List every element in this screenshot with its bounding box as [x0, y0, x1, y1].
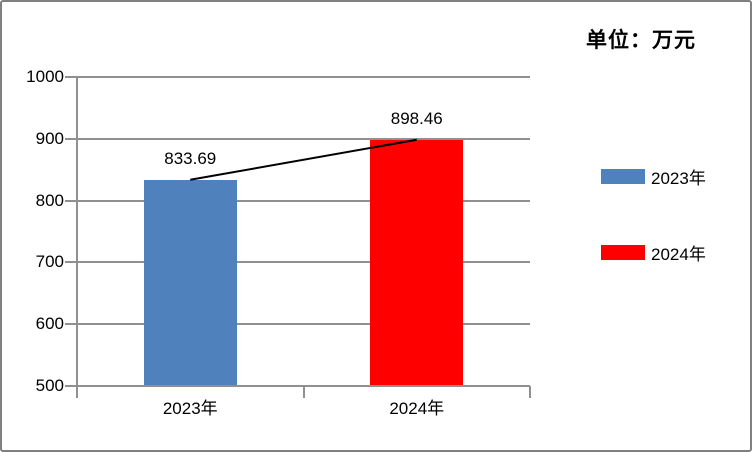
- x-axis-tick: [76, 386, 78, 398]
- y-axis-line: [76, 77, 78, 386]
- bar-2024[interactable]: [370, 139, 464, 386]
- plot-area: [76, 76, 530, 387]
- y-axis-tick: [65, 199, 77, 202]
- y-axis-tick: [65, 137, 77, 140]
- y-axis-tick: [65, 385, 77, 387]
- bar-2023[interactable]: [143, 179, 237, 386]
- legend-item-2023[interactable]: 2023年: [601, 164, 706, 189]
- y-tick-label: 500: [35, 376, 64, 395]
- x-axis-tick: [302, 386, 305, 398]
- gridline: [77, 76, 530, 78]
- y-tick-label: 800: [35, 190, 64, 210]
- legend-item-2024[interactable]: 2024年: [601, 240, 706, 265]
- x-tick-label-2024: 2024年: [389, 399, 445, 418]
- data-label-2024: 898.46: [390, 108, 443, 128]
- gridline: [77, 261, 530, 264]
- legend-swatch-2023: [601, 169, 645, 184]
- y-tick-label: 900: [35, 128, 64, 148]
- x-axis-tick: [529, 386, 531, 398]
- data-label-2023: 833.69: [164, 148, 217, 168]
- legend-label-2023: 2023年: [651, 169, 706, 188]
- legend-label-2024: 2024年: [651, 245, 706, 264]
- unit-title: 单位：万元: [586, 29, 696, 52]
- y-tick-label: 1000: [26, 67, 64, 86]
- y-tick-label: 600: [35, 314, 64, 334]
- gridline: [77, 323, 530, 326]
- x-tick-label-2023: 2023年: [162, 399, 218, 418]
- y-axis-tick: [65, 323, 77, 326]
- gridline: [77, 199, 530, 202]
- y-axis-tick: [65, 261, 77, 264]
- y-axis-tick: [65, 76, 77, 78]
- y-tick-label: 700: [35, 252, 64, 272]
- legend-swatch-2024: [601, 245, 645, 260]
